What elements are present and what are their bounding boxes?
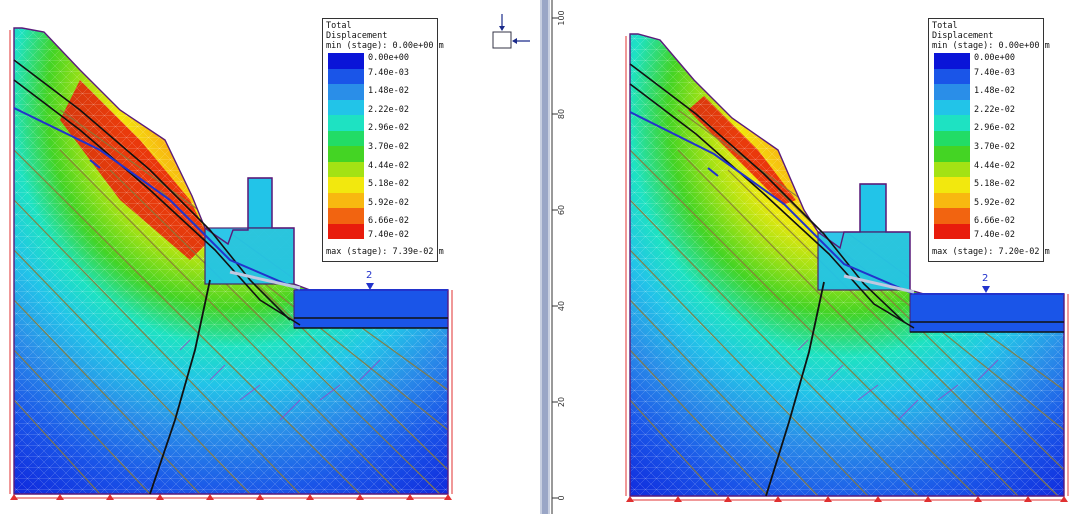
legend-swatch xyxy=(934,208,970,224)
legend-swatch xyxy=(328,192,364,208)
legend-swatch xyxy=(934,84,970,100)
legend-level-label: 2.96e-02 xyxy=(368,123,409,134)
legend-max: max (stage): 7.39e-02 m xyxy=(326,247,444,257)
legend-swatch xyxy=(934,161,970,177)
legend-title-2: Displacement xyxy=(326,31,388,41)
legend-swatch xyxy=(328,161,364,177)
legend-level-label: 6.66e-02 xyxy=(368,216,409,227)
legend-level-label: 7.40e-03 xyxy=(368,67,409,78)
vertical-ruler[interactable]: 100 80 60 40 20 0 xyxy=(538,0,568,514)
displacement-legend-left: Total Displacement min (stage): 0.00e+00… xyxy=(322,18,444,262)
legend-swatch xyxy=(934,192,970,208)
legend-level-label: 7.40e-03 xyxy=(974,67,1015,78)
legend-level-label: 4.44e-02 xyxy=(368,160,409,171)
ruler-tick-label: 60 xyxy=(557,205,566,215)
legend-swatch xyxy=(328,177,364,193)
view-direction-icon xyxy=(492,14,530,49)
legend-swatch xyxy=(934,130,970,146)
ruler-tick-label: 20 xyxy=(557,397,566,407)
legend-scale: 0.00e+00 7.40e-03 1.48e-02 2.22e-02 2.96e-02… xyxy=(326,53,434,240)
legend-swatch xyxy=(934,146,970,162)
legend-level-label: 3.70e-02 xyxy=(974,142,1015,152)
legend-level-label: 5.92e-02 xyxy=(974,197,1015,208)
legend-title-2: Displacement xyxy=(932,31,994,41)
legend-min: min (stage): 0.00e+00 m xyxy=(932,41,1050,51)
legend-swatch xyxy=(328,130,364,146)
legend-level-label: 0.00e+00 xyxy=(368,53,409,63)
view-direction-control[interactable] xyxy=(490,14,532,54)
legend-swatch xyxy=(328,99,364,115)
model-view-right[interactable]: 2 Total Displacement min (stage): 0.00e+… xyxy=(618,0,1077,514)
ruler-tick-label: 100 xyxy=(557,10,566,25)
legend-swatch xyxy=(934,68,970,84)
legend-level-label: 0.00e+00 xyxy=(974,53,1015,63)
legend-min: min (stage): 0.00e+00 m xyxy=(326,41,444,51)
legend-swatch xyxy=(934,223,970,239)
legend-level-label: 2.22e-02 xyxy=(368,104,409,115)
ruler-tick-label: 0 xyxy=(557,495,566,500)
model-view-left[interactable]: 2 Total Displacement min (stage): 0.00e+… xyxy=(0,0,470,514)
fem-mesh-right: 2 xyxy=(625,33,1069,502)
legend-title-1: Total xyxy=(326,21,352,31)
legend-level-label: 3.70e-02 xyxy=(368,142,409,152)
legend-scale: 0.00e+00 7.40e-03 1.48e-02 2.22e-02 2.96e-02… xyxy=(932,53,1040,240)
legend-level-label: 5.18e-02 xyxy=(974,179,1015,190)
legend-swatch xyxy=(934,177,970,193)
legend-swatch xyxy=(934,53,970,69)
water-table-label: 2 xyxy=(982,273,988,284)
ruler-tick-label: 40 xyxy=(557,301,566,311)
legend-swatch xyxy=(328,223,364,239)
legend-level-label: 2.22e-02 xyxy=(974,104,1015,115)
legend-swatch xyxy=(328,208,364,224)
legend-swatch xyxy=(328,115,364,131)
legend-swatch xyxy=(328,53,364,69)
legend-level-label: 7.40e-02 xyxy=(368,230,409,240)
legend-swatch xyxy=(328,68,364,84)
legend-max: max (stage): 7.20e-02 m xyxy=(932,247,1050,257)
legend-level-label: 2.96e-02 xyxy=(974,123,1015,134)
legend-swatch xyxy=(328,84,364,100)
legend-level-label: 4.44e-02 xyxy=(974,160,1015,171)
legend-level-label: 5.92e-02 xyxy=(368,197,409,208)
legend-level-label: 1.48e-02 xyxy=(368,86,409,97)
legend-level-label: 7.40e-02 xyxy=(974,230,1015,240)
water-table-label: 2 xyxy=(366,270,372,281)
legend-swatch xyxy=(934,99,970,115)
legend-swatch xyxy=(328,146,364,162)
displacement-legend-right: Total Displacement min (stage): 0.00e+00… xyxy=(928,18,1050,262)
legend-level-label: 1.48e-02 xyxy=(974,86,1015,97)
legend-swatch xyxy=(934,115,970,131)
legend-level-label: 5.18e-02 xyxy=(368,179,409,190)
ruler-tick-label: 80 xyxy=(557,109,566,119)
legend-level-label: 6.66e-02 xyxy=(974,216,1015,227)
legend-title-1: Total xyxy=(932,21,958,31)
